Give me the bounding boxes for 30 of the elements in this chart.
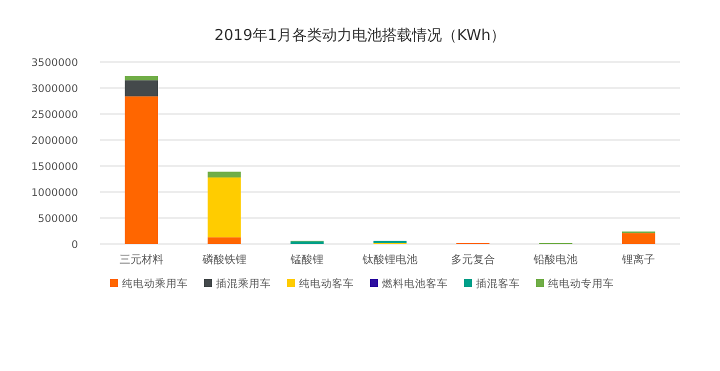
bar [208,177,241,238]
y-tick-label: 2500000 [31,109,78,121]
y-tick-label: 0 [71,239,78,251]
x-tick-label: 铅酸电池 [532,253,578,266]
x-tick-label: 磷酸铁锂 [201,253,246,266]
y-tick-label: 3500000 [31,57,78,69]
bar [124,76,158,80]
y-tick-label: 500000 [38,213,78,225]
bar [124,80,158,96]
x-tick-label: 锰酸锂 [290,253,324,266]
x-tick-label: 三元材料 [119,253,164,266]
chart-title: 2019年1月各类动力电池搭载情况（KWh） [214,26,506,44]
x-tick-label: 多元复合 [450,253,495,266]
y-tick-label: 1500000 [31,161,78,173]
legend-label: 纯电动客车 [299,277,354,290]
y-tick-label: 3000000 [31,83,78,95]
bar [208,172,241,178]
legend-label: 纯电动专用车 [548,277,614,290]
legend-label: 燃料电池客车 [382,277,448,290]
y-tick-label: 1000000 [31,187,78,199]
x-tick-label: 钛酸锂电池 [362,253,418,266]
bar [208,237,241,244]
bar [290,241,324,244]
x-tick-label: 锂离子 [621,253,656,266]
bar [622,233,656,244]
y-tick-label: 2000000 [31,135,78,147]
legend-label: 插混客车 [476,277,520,290]
legend-label: 纯电动乘用车 [122,277,188,290]
bar [124,96,158,244]
legend-label: 插混乘用车 [216,277,271,290]
